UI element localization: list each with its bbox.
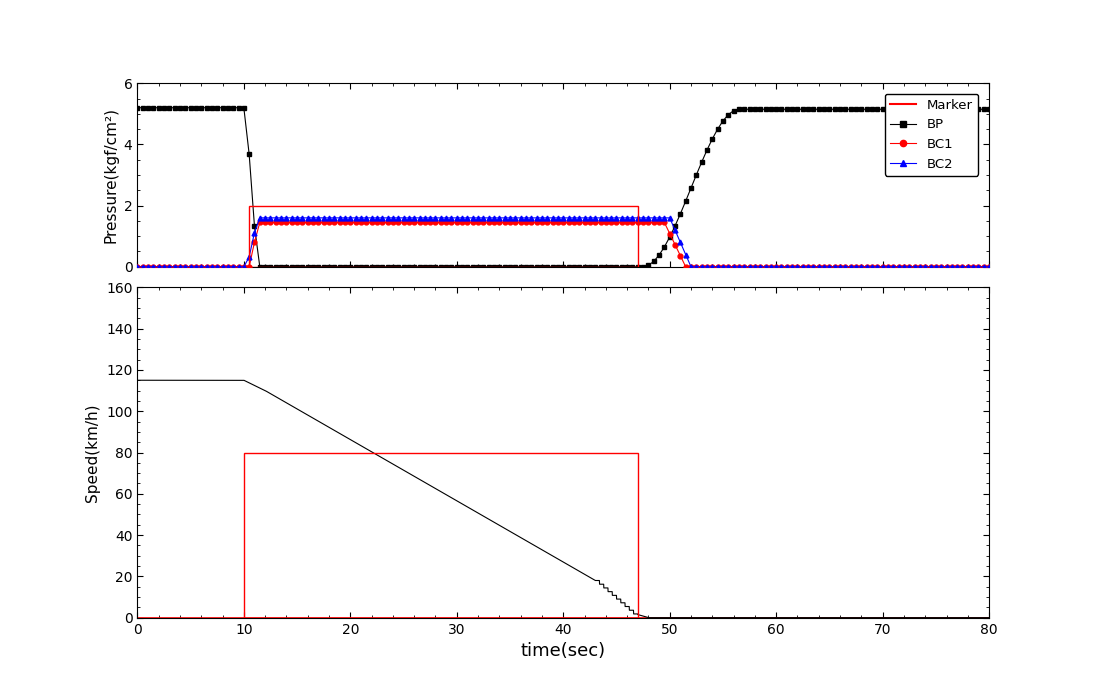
BP [253, 262, 266, 271]
BC2 [131, 262, 144, 271]
BC1 [253, 219, 266, 227]
BC1 [887, 262, 900, 271]
Line: BC1: BC1 [135, 220, 991, 269]
BC1 [131, 262, 144, 271]
BC1 [983, 262, 996, 271]
BP [945, 105, 958, 113]
BC2 [370, 214, 384, 222]
Bar [249, 205, 637, 266]
BC2 [945, 262, 958, 271]
BC2 [451, 214, 464, 222]
BC2 [983, 262, 996, 271]
BP [131, 103, 144, 112]
Line: BP: BP [135, 105, 991, 269]
BC1 [419, 219, 432, 227]
Bar [244, 452, 637, 618]
Line: BC2: BC2 [135, 215, 991, 269]
BC1 [844, 262, 857, 271]
Legend: Marker, BP, BC1, BC2: Marker, BP, BC1, BC2 [885, 94, 978, 176]
BC2 [419, 214, 432, 222]
BC1 [370, 219, 384, 227]
BP [451, 262, 464, 271]
BP [370, 262, 384, 271]
BC1 [451, 219, 464, 227]
BP [887, 105, 900, 113]
Y-axis label: Speed(km/h): Speed(km/h) [86, 403, 100, 502]
BC2 [844, 262, 857, 271]
BC2 [887, 262, 900, 271]
BP [983, 105, 996, 113]
Y-axis label: Pressure(kgf/cm²): Pressure(kgf/cm²) [103, 107, 118, 243]
BC1 [945, 262, 958, 271]
BP [844, 105, 857, 113]
BC2 [253, 214, 266, 222]
X-axis label: time(sec): time(sec) [521, 642, 606, 660]
BP [419, 262, 432, 271]
